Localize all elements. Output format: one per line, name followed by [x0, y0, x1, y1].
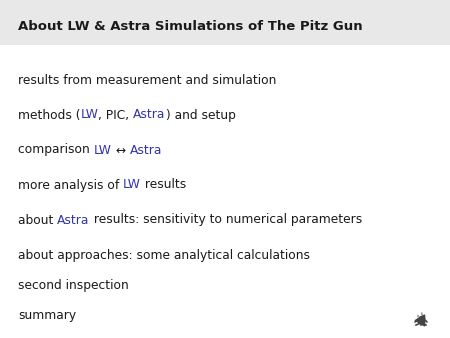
Point	[418, 317, 425, 323]
Text: results from measurement and simulation: results from measurement and simulation	[18, 73, 276, 87]
Text: LW: LW	[123, 178, 141, 192]
Text: LW: LW	[81, 108, 99, 121]
Text: ✈: ✈	[413, 310, 427, 325]
Text: methods (: methods (	[18, 108, 81, 121]
Text: summary: summary	[18, 309, 76, 321]
Text: results: results	[141, 178, 186, 192]
Text: about: about	[18, 214, 57, 226]
Text: LW: LW	[94, 144, 112, 156]
Text: ) and setup: ) and setup	[166, 108, 236, 121]
Text: ↔: ↔	[112, 144, 130, 156]
Text: Astra: Astra	[57, 214, 90, 226]
Text: Astra: Astra	[130, 144, 162, 156]
Text: results: sensitivity to numerical parameters: results: sensitivity to numerical parame…	[90, 214, 362, 226]
Text: more analysis of: more analysis of	[18, 178, 123, 192]
FancyBboxPatch shape	[0, 0, 450, 45]
Text: second inspection: second inspection	[18, 279, 129, 291]
Text: , PIC,: , PIC,	[99, 108, 133, 121]
Text: Astra: Astra	[133, 108, 166, 121]
Text: comparison: comparison	[18, 144, 94, 156]
Text: about approaches: some analytical calculations: about approaches: some analytical calcul…	[18, 248, 310, 262]
Text: About LW & Astra Simulations of The Pitz Gun: About LW & Astra Simulations of The Pitz…	[18, 21, 363, 33]
